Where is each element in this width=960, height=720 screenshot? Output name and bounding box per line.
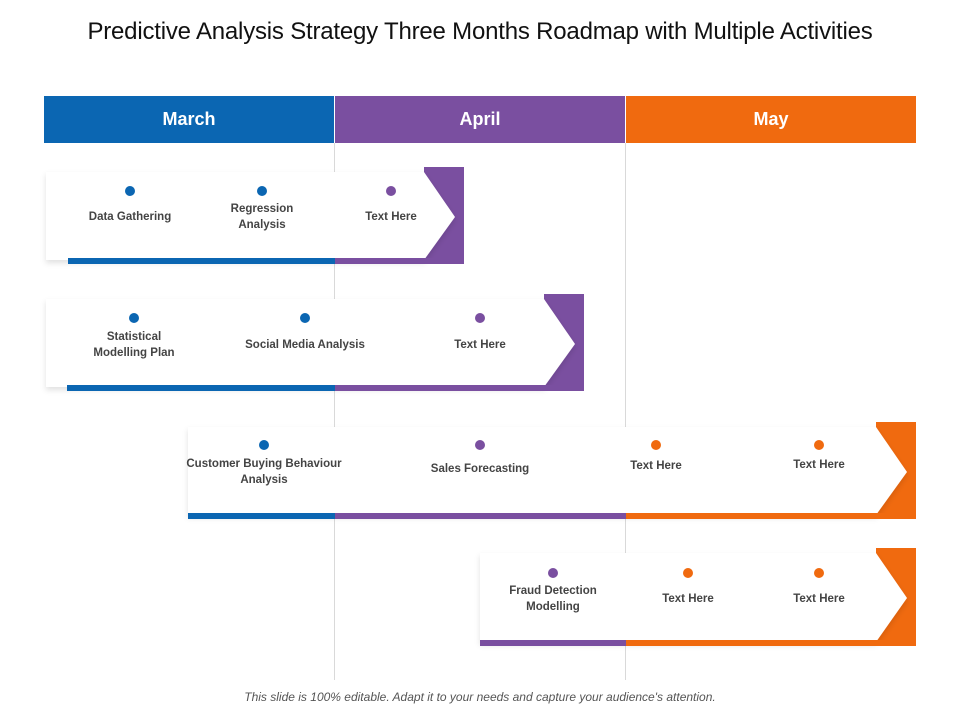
month-divider: [625, 143, 626, 680]
arrow-body: [46, 299, 575, 387]
bar-segment-april: [335, 258, 435, 264]
bar-segment-april: [335, 513, 626, 519]
activity-label: Text Here: [630, 460, 682, 472]
bar-segment-may: [626, 640, 886, 646]
arrow-body: [188, 427, 907, 515]
activity-label: Sales Forecasting: [430, 463, 530, 475]
activity-dot: [475, 313, 485, 323]
bar-segment-april: [335, 385, 555, 391]
arrow-body: [46, 172, 455, 260]
bar-segment-march: [68, 258, 335, 264]
activity-label: Text Here: [662, 593, 714, 605]
activity-dot: [651, 440, 661, 450]
month-header-may: May: [626, 96, 916, 143]
bar-segment-may: [626, 513, 886, 519]
roadmap-row-4: [480, 548, 916, 646]
activity-dot: [814, 568, 824, 578]
activity-dot: [475, 440, 485, 450]
activity-label: Fraud Detection Modelling: [509, 585, 597, 613]
month-header-april: April: [335, 96, 625, 143]
activity-dot: [814, 440, 824, 450]
activity-label: Text Here: [454, 339, 506, 351]
activity-dot: [125, 186, 135, 196]
footer-note: This slide is 100% editable. Adapt it to…: [244, 690, 716, 704]
activity-dot: [129, 313, 139, 323]
roadmap-row-2: [46, 294, 584, 391]
activity-label: Data Gathering: [88, 211, 172, 223]
activity-dot: [683, 568, 693, 578]
activity-dot: [259, 440, 269, 450]
activity-dot: [548, 568, 558, 578]
bar-segment-march: [67, 385, 335, 391]
activity-dot: [300, 313, 310, 323]
roadmap-row-1: [46, 167, 464, 264]
bar-segment-april: [480, 640, 626, 646]
activity-label: Customer Buying Behaviour Analysis: [186, 458, 342, 486]
activity-label: Statistical Modelling Plan: [93, 331, 175, 359]
activity-label: Text Here: [793, 459, 845, 471]
roadmap-row-3: [188, 422, 916, 519]
activity-label: Regression Analysis: [230, 203, 294, 231]
activity-dot: [257, 186, 267, 196]
month-divider: [334, 143, 335, 680]
activity-label: Text Here: [793, 593, 845, 605]
activity-label: Social Media Analysis: [245, 339, 365, 351]
arrow-body: [480, 553, 907, 642]
activity-dot: [386, 186, 396, 196]
month-header-march: March: [44, 96, 334, 143]
bar-segment-march: [188, 513, 335, 519]
page-title: Predictive Analysis Strategy Three Month…: [87, 18, 873, 45]
activity-label: Text Here: [365, 211, 417, 223]
